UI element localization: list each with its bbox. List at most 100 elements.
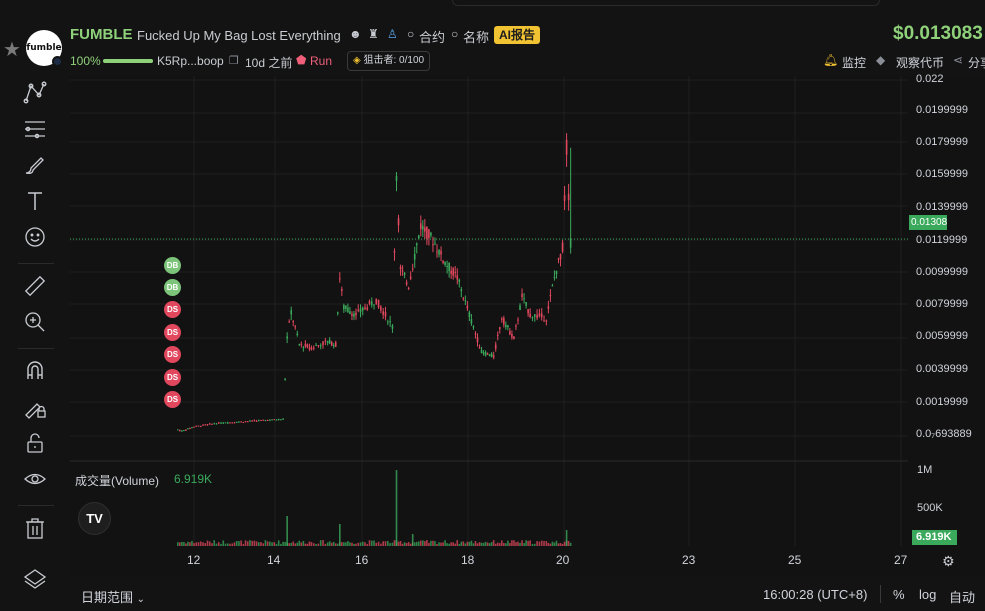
chain-badge-icon <box>52 56 63 67</box>
volume-bar <box>426 540 428 546</box>
brush-icon[interactable] <box>22 152 48 178</box>
volume-bar <box>370 540 373 546</box>
candle-body <box>304 343 307 347</box>
ruler-icon[interactable] <box>22 273 48 299</box>
volume-bar <box>448 543 450 546</box>
volume-bar <box>509 542 511 546</box>
volume-spike <box>565 530 568 546</box>
star-icon[interactable]: ★ <box>3 39 21 61</box>
name-search-link[interactable]: 名称 <box>463 30 490 45</box>
volume-bar <box>399 540 402 546</box>
candle-body <box>229 422 231 424</box>
sell-marker[interactable]: DS <box>164 324 181 341</box>
candle-body <box>286 336 288 339</box>
emoji-icon[interactable] <box>22 224 48 250</box>
volume-bar <box>377 541 380 546</box>
candle-body <box>403 272 406 275</box>
run-label[interactable]: Run <box>310 54 333 68</box>
candle-body <box>547 306 550 309</box>
candle-body <box>561 242 564 252</box>
search-box-edge[interactable] <box>452 0 880 6</box>
candle-body <box>395 175 398 181</box>
ai-report-button[interactable]: AI报告 <box>494 26 541 44</box>
lock-drawing-icon[interactable] <box>22 394 48 420</box>
volume-bar <box>334 543 337 546</box>
volume-bar <box>474 541 477 546</box>
candle-body <box>436 251 438 253</box>
settings-gear-icon[interactable]: ⚙ <box>942 553 955 569</box>
trash-icon[interactable] <box>22 515 48 541</box>
volume-bar <box>312 543 315 546</box>
volume-bar <box>319 540 322 546</box>
crosshair-lines-icon[interactable] <box>22 80 48 106</box>
volume-bar <box>308 541 311 546</box>
candle-body <box>462 297 465 299</box>
volume-bar <box>484 541 487 546</box>
candle-body <box>490 353 493 357</box>
volume-bar <box>505 543 507 546</box>
date-range-dropdown[interactable]: 日期范围 ⌄ <box>81 587 145 606</box>
monitor-button[interactable]: 监控 <box>842 56 867 70</box>
volume-bar <box>187 541 189 546</box>
volume-bar <box>529 540 531 546</box>
eye-icon[interactable] <box>22 466 48 492</box>
watch-token-button[interactable]: 观察代币 <box>896 56 945 70</box>
sell-marker[interactable]: DS <box>164 391 181 408</box>
candle-body <box>222 422 225 424</box>
candle-body <box>322 341 324 346</box>
candle-body <box>208 423 211 425</box>
volume-bar <box>454 543 457 546</box>
candle-body <box>563 195 566 201</box>
volume-bar <box>195 542 198 546</box>
volume-bar <box>193 543 195 546</box>
candle-body <box>509 331 511 335</box>
candle-body <box>215 423 218 425</box>
volume-bar <box>456 540 459 546</box>
log-scale-button[interactable]: log <box>919 587 937 602</box>
text-icon[interactable] <box>22 188 48 214</box>
volume-bar <box>208 541 211 546</box>
zoom-in-icon[interactable] <box>22 309 48 335</box>
volume-bar <box>525 540 527 546</box>
sell-marker[interactable]: DS <box>164 301 181 318</box>
tradingview-logo[interactable]: TV <box>78 502 111 535</box>
layers-icon[interactable] <box>22 566 48 592</box>
volume-bar <box>540 540 543 546</box>
robot-icon[interactable]: ☻ <box>349 27 362 41</box>
sniper-badge[interactable]: ◈ 狙击者: 0/100 <box>347 51 431 71</box>
volume-spike <box>339 524 341 546</box>
user-icon[interactable]: ♙ <box>387 27 398 41</box>
price-scale[interactable]: 0.022 0.0199999 0.0179999 0.0159999 0.013999… <box>908 73 985 546</box>
price-chart[interactable] <box>70 76 908 546</box>
volume-bar <box>415 541 418 546</box>
token-symbol: FUMBLE <box>70 26 133 43</box>
volume-bar <box>478 542 481 546</box>
volume-bar <box>271 542 273 546</box>
candle-body <box>482 352 485 354</box>
date-range-label: 日期范围 <box>81 590 134 605</box>
volume-bar <box>549 543 552 546</box>
fib-levels-icon[interactable] <box>22 116 48 142</box>
sell-marker[interactable]: DS <box>164 369 181 386</box>
volume-bar <box>527 540 529 546</box>
magnet-icon[interactable] <box>22 358 48 384</box>
copy-icon[interactable]: ❐ <box>229 55 239 67</box>
candle-body <box>391 325 394 329</box>
volume-bar <box>417 541 420 546</box>
sell-marker[interactable]: DS <box>164 346 181 363</box>
candle-body <box>545 320 548 322</box>
auto-scale-button[interactable]: 自动 <box>949 590 976 605</box>
volume-bar <box>553 542 556 546</box>
volume-bar <box>222 540 225 546</box>
candle-body <box>351 313 353 316</box>
chef-icon[interactable]: ♜ <box>368 27 379 41</box>
volume-bar <box>384 541 387 546</box>
buy-marker[interactable]: DB <box>164 279 181 296</box>
percent-scale-button[interactable]: % <box>893 587 905 602</box>
buy-marker[interactable]: DB <box>164 257 181 274</box>
candle-body <box>507 325 509 328</box>
volume-bar <box>322 540 324 546</box>
unlock-icon[interactable] <box>22 430 48 456</box>
share-button[interactable]: 分享 <box>968 56 985 70</box>
contract-search-link[interactable]: 合约 <box>419 30 446 45</box>
